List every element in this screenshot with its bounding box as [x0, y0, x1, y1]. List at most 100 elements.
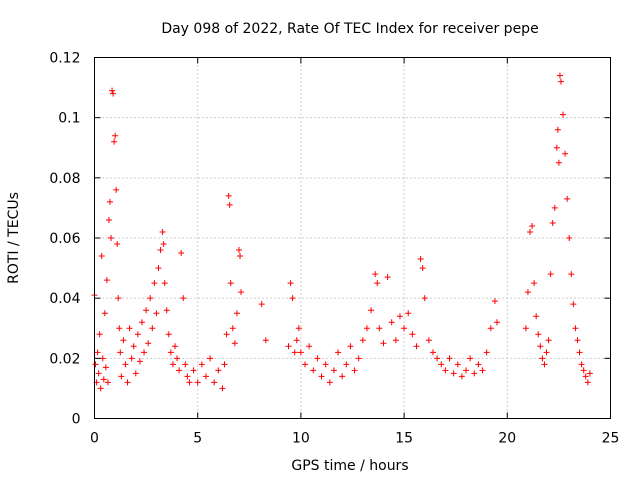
data-point: [306, 343, 313, 350]
data-point: [359, 337, 366, 344]
data-point: [95, 370, 102, 377]
data-point: [425, 337, 432, 344]
chart-title: Day 098 of 2022, Rate Of TEC Index for r…: [161, 21, 538, 37]
x-axis-label: GPS time / hours: [291, 458, 408, 474]
data-point: [132, 370, 139, 377]
data-point: [446, 355, 453, 362]
data-point: [351, 367, 358, 374]
data-point: [215, 367, 222, 374]
data-point: [322, 361, 329, 368]
data-point: [233, 310, 240, 317]
data-point: [572, 325, 579, 332]
data-point: [388, 319, 395, 326]
data-point: [396, 313, 403, 320]
data-point: [130, 343, 137, 350]
data-point: [493, 319, 500, 326]
data-point: [543, 349, 550, 356]
data-point: [235, 247, 242, 254]
data-point: [374, 280, 381, 287]
data-point: [330, 367, 337, 374]
data-point: [555, 159, 562, 166]
data-point: [101, 310, 108, 317]
data-point: [143, 307, 150, 314]
x-tick-label: 20: [498, 431, 516, 447]
data-point: [161, 280, 168, 287]
data-point: [171, 343, 178, 350]
data-point: [105, 216, 112, 223]
data-point: [96, 331, 103, 338]
data-point: [560, 111, 567, 118]
data-point: [576, 349, 583, 356]
x-tick-label: 25: [602, 431, 620, 447]
data-point: [438, 361, 445, 368]
data-point: [112, 132, 119, 139]
data-point: [524, 289, 531, 296]
data-point: [153, 310, 160, 317]
data-point: [547, 271, 554, 278]
data-point: [339, 373, 346, 380]
data-point: [225, 192, 232, 199]
data-point: [108, 235, 115, 241]
data-point: [483, 349, 490, 356]
data-point: [419, 265, 426, 272]
data-point: [128, 355, 135, 362]
data-point: [113, 186, 120, 193]
data-point: [368, 307, 375, 314]
data-point: [198, 361, 205, 368]
data-point: [417, 256, 424, 263]
data-point: [553, 144, 560, 151]
data-point: [165, 331, 172, 338]
data-point: [562, 150, 569, 157]
data-point: [326, 379, 333, 386]
data-point: [145, 340, 152, 347]
data-point: [458, 373, 465, 380]
y-tick-label: 0.02: [49, 351, 80, 367]
data-point: [190, 367, 197, 374]
data-point: [318, 373, 325, 380]
data-point: [421, 295, 428, 302]
x-tick-labels: 0 5 10 15 20 25: [90, 431, 619, 447]
data-point: [491, 298, 498, 305]
data-point: [136, 358, 143, 365]
axis-ticks: [94, 57, 611, 419]
y-tick-labels: 0 0.02 0.04 0.06 0.08 0.1 0.12: [49, 51, 80, 428]
data-point: [372, 271, 379, 278]
data-point: [98, 253, 105, 260]
data-point: [194, 379, 201, 386]
data-point: [122, 361, 129, 368]
data-point: [118, 373, 125, 380]
data-point: [302, 361, 309, 368]
data-point: [293, 337, 300, 344]
y-tick-label: 0.1: [58, 111, 80, 127]
data-point: [141, 349, 148, 356]
y-tick-label: 0.06: [49, 231, 80, 247]
data-point: [413, 343, 420, 350]
data-point: [347, 343, 354, 350]
data-point: [120, 337, 127, 344]
data-point: [223, 331, 230, 338]
data-point: [104, 379, 111, 386]
data-point: [94, 349, 101, 356]
data-point: [147, 295, 154, 302]
data-point: [295, 325, 302, 332]
data-point: [219, 385, 226, 392]
data-point: [522, 325, 529, 332]
data-point: [167, 349, 174, 356]
data-point: [405, 310, 412, 317]
data-point: [92, 361, 99, 368]
data-point: [529, 222, 536, 229]
data-point: [227, 280, 234, 287]
x-tick-label: 5: [193, 431, 202, 447]
data-point: [184, 373, 191, 380]
data-point: [163, 307, 170, 314]
x-tick-label: 10: [292, 431, 310, 447]
data-point: [310, 367, 317, 374]
data-point: [479, 367, 486, 374]
data-point: [111, 138, 118, 145]
data-point: [97, 385, 104, 392]
data-point: [110, 90, 117, 97]
data-point: [226, 201, 233, 208]
data-point: [584, 379, 591, 386]
data-point: [442, 367, 449, 374]
